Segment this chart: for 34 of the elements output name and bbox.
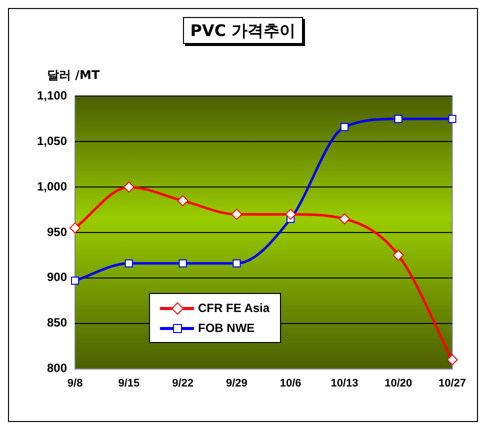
- x-tick-label: 9/22: [172, 377, 194, 390]
- point: [338, 213, 350, 224]
- chart-title: PVC 가격추이: [183, 17, 303, 44]
- y-tick-label: 800: [47, 361, 68, 376]
- y-tick-label: 1,050: [37, 134, 68, 148]
- legend-label: CFR FE Asia: [198, 301, 270, 315]
- y-tick-label: 900: [47, 270, 68, 284]
- y-tick-label: 950: [47, 224, 68, 239]
- y-axis-title: 달러 /MT: [47, 67, 100, 84]
- point: [123, 182, 134, 193]
- point: [178, 259, 187, 268]
- point: [232, 259, 241, 268]
- y-tick-label: 1,000: [37, 179, 68, 194]
- point: [394, 114, 402, 123]
- x-tick-label: 10/6: [280, 377, 302, 390]
- y-tick-label: 1,100: [37, 88, 68, 103]
- point: [177, 195, 188, 206]
- x-tick-label: 9/29: [226, 377, 248, 390]
- point: [70, 276, 80, 285]
- x-tick-label: 10/20: [384, 377, 412, 390]
- point: [340, 123, 348, 132]
- point: [231, 208, 242, 220]
- legend-label: FOB NWE: [198, 321, 255, 335]
- y-tick-label: 850: [47, 316, 68, 330]
- x-tick-label: 10/27: [438, 377, 466, 390]
- x-tick-label: 9/8: [67, 377, 83, 390]
- point: [124, 259, 133, 268]
- point: [448, 114, 456, 123]
- point: [70, 222, 81, 234]
- point: [392, 250, 404, 261]
- point: [285, 208, 296, 220]
- x-tick-label: 10/13: [330, 377, 358, 390]
- x-tick-label: 9/15: [118, 377, 140, 390]
- point: [446, 354, 458, 366]
